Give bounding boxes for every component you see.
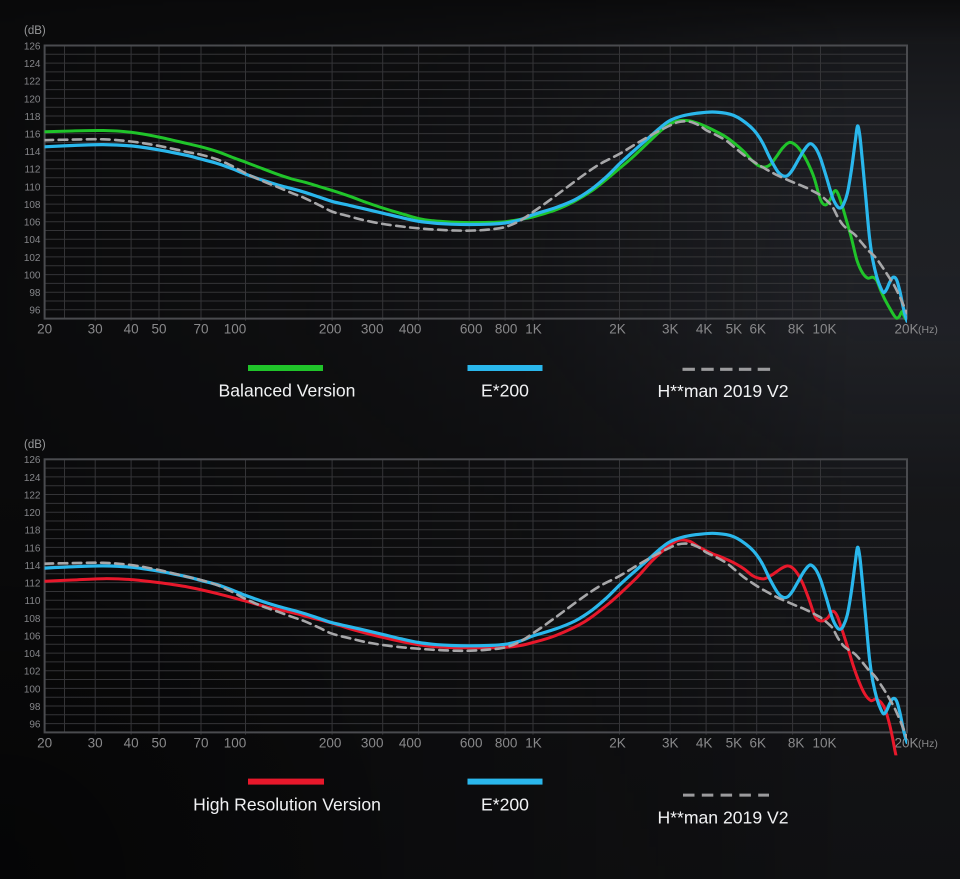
svg-text:50: 50 — [151, 735, 166, 750]
svg-text:70: 70 — [193, 735, 208, 750]
svg-text:96: 96 — [29, 306, 41, 317]
svg-text:1K: 1K — [525, 322, 542, 337]
svg-text:10K: 10K — [812, 735, 836, 750]
svg-text:30: 30 — [88, 322, 103, 337]
svg-text:20: 20 — [37, 322, 52, 337]
svg-text:H**man 2019 V2: H**man 2019 V2 — [657, 807, 788, 827]
svg-text:116: 116 — [25, 543, 41, 554]
svg-text:50: 50 — [151, 322, 166, 337]
svg-text:High Resolution Version: High Resolution Version — [193, 795, 381, 815]
svg-text:4K: 4K — [696, 322, 713, 337]
svg-text:120: 120 — [24, 94, 41, 105]
svg-text:400: 400 — [399, 735, 422, 750]
svg-text:124: 124 — [24, 59, 41, 70]
svg-text:116: 116 — [25, 130, 41, 141]
svg-text:114: 114 — [25, 147, 41, 158]
svg-text:300: 300 — [361, 322, 384, 337]
svg-text:2K: 2K — [609, 322, 626, 337]
svg-text:6K: 6K — [749, 735, 766, 750]
svg-text:96: 96 — [29, 720, 41, 731]
svg-text:40: 40 — [124, 735, 139, 750]
svg-text:200: 200 — [319, 735, 342, 750]
svg-text:70: 70 — [193, 322, 208, 337]
svg-text:40: 40 — [124, 322, 139, 337]
svg-text:98: 98 — [29, 288, 41, 299]
svg-text:600: 600 — [460, 735, 483, 750]
svg-text:(Hz): (Hz) — [918, 324, 938, 336]
svg-text:118: 118 — [25, 526, 41, 537]
svg-text:30: 30 — [88, 735, 103, 750]
svg-text:600: 600 — [460, 322, 483, 337]
svg-text:5K: 5K — [726, 735, 743, 750]
svg-text:108: 108 — [24, 614, 41, 625]
svg-text:10K: 10K — [812, 322, 836, 337]
svg-text:200: 200 — [319, 322, 342, 337]
svg-text:114: 114 — [25, 561, 41, 572]
svg-text:(dB): (dB) — [24, 439, 46, 451]
svg-text:100: 100 — [24, 271, 41, 282]
svg-text:110: 110 — [25, 596, 41, 607]
svg-text:100: 100 — [224, 322, 247, 337]
svg-text:100: 100 — [24, 684, 41, 695]
svg-text:108: 108 — [24, 200, 41, 211]
svg-text:122: 122 — [24, 490, 41, 501]
svg-text:E*200: E*200 — [481, 795, 529, 815]
svg-text:H**man 2019 V2: H**man 2019 V2 — [657, 381, 788, 401]
svg-text:2K: 2K — [609, 735, 626, 750]
svg-text:106: 106 — [24, 218, 41, 229]
svg-text:8K: 8K — [788, 322, 805, 337]
svg-text:124: 124 — [24, 473, 41, 484]
svg-text:(dB): (dB) — [24, 25, 46, 37]
svg-text:112: 112 — [25, 579, 41, 590]
svg-text:800: 800 — [495, 322, 518, 337]
svg-text:100: 100 — [224, 735, 247, 750]
svg-text:4K: 4K — [696, 735, 713, 750]
svg-text:120: 120 — [24, 508, 41, 519]
svg-text:126: 126 — [24, 41, 41, 52]
svg-text:3K: 3K — [662, 735, 679, 750]
svg-text:800: 800 — [495, 735, 518, 750]
svg-text:300: 300 — [361, 735, 384, 750]
svg-text:1K: 1K — [525, 735, 542, 750]
svg-text:5K: 5K — [726, 322, 743, 337]
svg-text:118: 118 — [25, 112, 41, 123]
svg-text:112: 112 — [25, 165, 41, 176]
svg-text:6K: 6K — [749, 322, 766, 337]
svg-text:Balanced Version: Balanced Version — [219, 381, 356, 401]
svg-text:20: 20 — [37, 735, 52, 750]
svg-text:106: 106 — [24, 631, 41, 642]
svg-text:122: 122 — [24, 77, 41, 88]
svg-text:3K: 3K — [662, 322, 679, 337]
svg-text:104: 104 — [24, 235, 41, 246]
svg-text:8K: 8K — [788, 735, 805, 750]
svg-text:98: 98 — [29, 702, 41, 713]
svg-text:126: 126 — [24, 455, 41, 466]
svg-text:102: 102 — [24, 667, 41, 678]
svg-text:110: 110 — [25, 182, 41, 193]
svg-text:E*200: E*200 — [481, 381, 529, 401]
svg-text:400: 400 — [399, 322, 422, 337]
svg-text:20K: 20K — [894, 322, 918, 337]
svg-text:104: 104 — [24, 649, 41, 660]
svg-text:(Hz): (Hz) — [918, 738, 938, 750]
svg-text:102: 102 — [24, 253, 41, 264]
